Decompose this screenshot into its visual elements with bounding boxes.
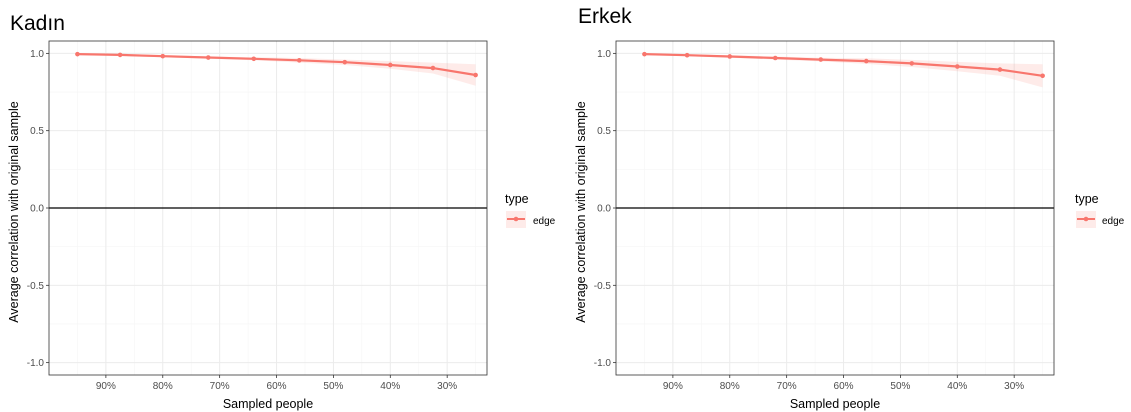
- confidence-ribbon-edge: [77, 53, 476, 86]
- y-tick-label: 0.5: [30, 126, 44, 137]
- data-point: [1040, 73, 1045, 79]
- data-point: [160, 53, 166, 59]
- x-tick-label: 50%: [323, 381, 343, 392]
- data-point: [205, 55, 211, 60]
- y-axis-title: Average correlation with original sample: [7, 101, 21, 322]
- legend-title: type: [1075, 192, 1099, 206]
- series-points: [75, 51, 478, 78]
- x-tick-label: 60%: [267, 381, 287, 392]
- data-point: [296, 58, 302, 63]
- y-axis-title: Average correlation with original sample: [574, 101, 588, 322]
- data-point: [818, 57, 824, 62]
- y-tick-label: -1.0: [27, 358, 45, 369]
- x-tick-label: 30%: [437, 381, 457, 392]
- data-point: [387, 62, 393, 68]
- confidence-ribbons: [644, 53, 1043, 88]
- x-tick-label: 80%: [153, 381, 173, 392]
- series-line-edge: [644, 53, 1043, 77]
- y-tick-label: 1.0: [30, 49, 44, 60]
- series-lines: [644, 53, 1043, 77]
- x-tick-label: 70%: [777, 381, 797, 392]
- data-point: [997, 67, 1003, 72]
- legend-title: type: [505, 192, 529, 206]
- data-point: [251, 56, 257, 62]
- data-point: [954, 64, 960, 69]
- data-point: [75, 51, 80, 57]
- plot-grid: [615, 40, 1055, 376]
- data-point: [117, 52, 123, 58]
- y-tick-label: -0.5: [594, 281, 612, 292]
- legend-label-edge: edge: [1102, 216, 1125, 227]
- series-line-edge: [77, 53, 476, 77]
- data-point: [642, 51, 647, 57]
- series-lines: [77, 53, 476, 77]
- y-tick-label: -0.5: [27, 281, 45, 292]
- x-tick-label: 90%: [663, 381, 683, 392]
- y-tick-label: 0.0: [597, 204, 611, 215]
- confidence-ribbons: [77, 53, 476, 86]
- tick-labels: 90% 80% 70% 60% 50% 40% 30% 1.0 0.5 0.0 -0.5 -1.0: [27, 49, 458, 392]
- x-tick-label: 40%: [380, 381, 400, 392]
- legend-label-edge: edge: [533, 216, 556, 227]
- plot-grid: [48, 40, 488, 376]
- x-tick-label: 30%: [1004, 381, 1024, 392]
- panel-title: Kadın: [10, 12, 65, 35]
- panel-erkek: Erkek 90% 80% 70% 60% 50% 40% 30% 1.0 0.5 0.0 -0.5…: [574, 5, 1125, 411]
- series-points: [642, 51, 1045, 79]
- x-axis-title: Sampled people: [223, 397, 313, 411]
- legend: type edge: [1075, 192, 1125, 228]
- legend-key-edge: [1076, 211, 1096, 228]
- data-point: [684, 52, 690, 58]
- data-point: [342, 59, 348, 65]
- x-tick-label: 70%: [210, 381, 230, 392]
- y-tick-label: -1.0: [594, 358, 612, 369]
- legend: type edge: [505, 192, 556, 228]
- data-point: [727, 54, 733, 59]
- legend-key-edge: [506, 211, 526, 228]
- data-point: [909, 61, 915, 66]
- y-tick-label: 1.0: [597, 49, 611, 60]
- x-tick-label: 40%: [947, 381, 967, 392]
- data-point: [430, 65, 436, 71]
- tick-labels: 90% 80% 70% 60% 50% 40% 30% 1.0 0.5 0.0 -0.5 -1.0: [594, 49, 1025, 392]
- panel-kadin: Kadın 90% 80% 70% 60% 50% 40% 30% 1.0 0.5 0.0 -0.5…: [7, 12, 556, 411]
- x-tick-label: 90%: [96, 381, 116, 392]
- data-point: [863, 58, 869, 64]
- legend-key-point: [513, 216, 519, 222]
- y-tick-label: 0.0: [30, 204, 44, 215]
- x-tick-label: 60%: [834, 381, 854, 392]
- confidence-ribbon-edge: [644, 53, 1043, 88]
- y-tick-label: 0.5: [597, 126, 611, 137]
- data-point: [772, 55, 778, 61]
- data-point: [473, 72, 478, 78]
- panel-title: Erkek: [578, 5, 632, 28]
- legend-key-point: [1083, 216, 1089, 222]
- x-tick-label: 50%: [890, 381, 910, 392]
- x-tick-label: 80%: [720, 381, 740, 392]
- x-axis-title: Sampled people: [790, 397, 880, 411]
